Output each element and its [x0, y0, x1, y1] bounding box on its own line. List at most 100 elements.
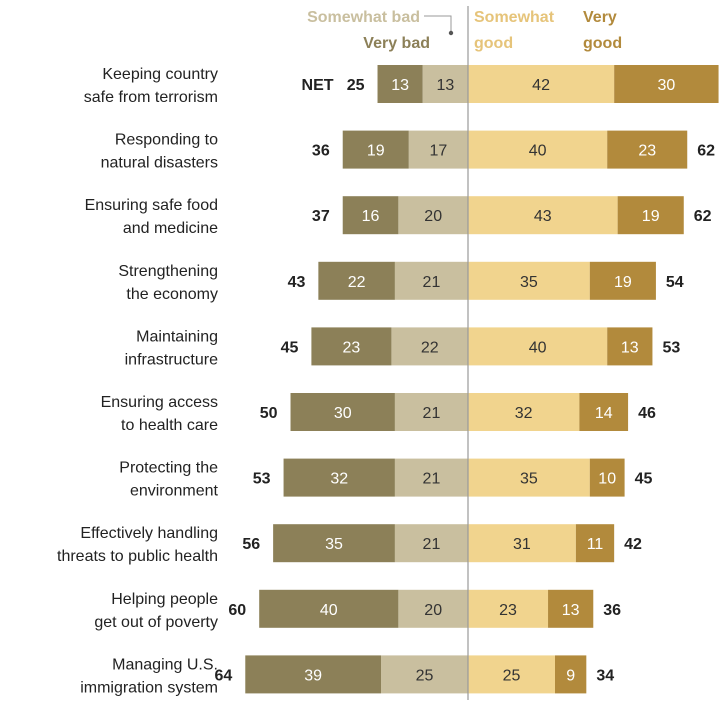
legend-very-good-line2: good [583, 35, 622, 52]
value-somewhat-good: 31 [513, 536, 531, 553]
chart-row: Responding to natural disasters 19 17 40 23 36… [101, 130, 715, 172]
category-label: safe from terrorism [84, 89, 218, 106]
bar-somewhat-bad [398, 589, 468, 628]
net-bad-value: 53 [253, 471, 271, 488]
bar-somewhat-bad [394, 458, 468, 497]
value-very-bad: 35 [325, 536, 343, 553]
value-somewhat-bad: 25 [416, 667, 434, 684]
bar-somewhat-good [468, 196, 618, 235]
net-good-value: 54 [666, 274, 684, 291]
bar-very-bad [283, 458, 395, 497]
bar-somewhat-good [468, 261, 590, 300]
net-bad-value: 37 [312, 208, 330, 225]
legend-somewhat-bad: Somewhat bad [307, 9, 420, 26]
category-label: threats to public health [57, 548, 218, 565]
category-label: infrastructure [125, 351, 218, 368]
bar-very-good [614, 65, 719, 103]
bar-very-good [617, 196, 684, 235]
net-good-value: 36 [603, 602, 621, 619]
category-label: to health care [121, 417, 218, 434]
value-somewhat-good: 23 [499, 602, 517, 619]
value-somewhat-good: 43 [534, 208, 552, 225]
bar-somewhat-good [468, 65, 615, 103]
chart-row: Strengthening the economy 22 21 35 19 43 54 [118, 261, 684, 303]
category-label: Helping people [111, 591, 218, 608]
legend: Somewhat bad Very bad Somewhat good Very… [307, 9, 622, 52]
category-label: the economy [126, 286, 218, 303]
value-very-good: 19 [642, 208, 660, 225]
chart-row: Protecting the environment 32 21 35 10 53 45 [119, 458, 653, 500]
bar-very-bad [342, 130, 409, 169]
value-somewhat-bad: 20 [424, 208, 442, 225]
net-bad-value: 25 [347, 77, 365, 94]
bar-very-bad [311, 327, 392, 366]
value-very-good: 14 [595, 405, 613, 422]
bar-very-good [575, 524, 615, 563]
value-somewhat-good: 40 [529, 339, 547, 356]
bar-very-good [589, 261, 656, 300]
bar-somewhat-good [468, 589, 549, 628]
bar-very-good [589, 458, 625, 497]
legend-somewhat-good-line2: good [474, 35, 513, 52]
bar-very-good [548, 589, 594, 628]
value-somewhat-good: 35 [520, 274, 538, 291]
value-somewhat-bad: 21 [423, 536, 441, 553]
value-very-bad: 40 [320, 602, 338, 619]
value-somewhat-bad: 22 [421, 339, 439, 356]
legend-very-good-line1: Very [583, 9, 617, 26]
category-label: Protecting the [119, 460, 218, 477]
value-very-bad: 16 [362, 208, 380, 225]
net-label-left: NET [302, 77, 334, 94]
legend-leader-line [424, 15, 452, 32]
value-somewhat-bad: 13 [436, 77, 454, 94]
net-good-value: 46 [638, 405, 656, 422]
chart-row: Maintaining infrastructure 23 22 40 13 45 53 [125, 327, 680, 368]
bar-very-bad [318, 261, 395, 300]
net-good-value: 45 [635, 471, 653, 488]
bar-very-bad [342, 196, 399, 235]
value-somewhat-bad: 17 [430, 143, 448, 160]
value-very-bad: 32 [330, 471, 348, 488]
value-somewhat-bad: 21 [423, 274, 441, 291]
value-somewhat-good: 42 [532, 77, 550, 94]
net-good-value: 34 [596, 667, 614, 684]
bar-somewhat-bad [394, 393, 468, 431]
bar-somewhat-good [468, 393, 580, 431]
category-label: immigration system [80, 679, 218, 696]
net-good-value: 53 [662, 339, 680, 356]
value-very-bad: 13 [391, 77, 409, 94]
category-label: Responding to [115, 132, 218, 149]
bar-somewhat-good [468, 130, 608, 169]
bar-somewhat-bad [394, 524, 468, 563]
value-very-good: 10 [598, 471, 616, 488]
bar-very-bad [259, 589, 399, 628]
net-good-value: 62 [694, 208, 712, 225]
bar-very-good [607, 130, 688, 169]
bar-very-good [555, 655, 587, 694]
net-bad-value: 36 [312, 143, 330, 160]
category-label: Effectively handling [80, 525, 218, 542]
net-bad-value: 64 [214, 667, 232, 684]
net-bad-value: 56 [242, 536, 260, 553]
bar-somewhat-good [468, 327, 608, 366]
bar-somewhat-bad [394, 261, 468, 300]
value-somewhat-bad: 20 [424, 602, 442, 619]
category-label: and medicine [123, 220, 218, 237]
value-very-good: 23 [638, 143, 656, 160]
category-label: Maintaining [136, 328, 218, 345]
bar-somewhat-good [468, 458, 590, 497]
bar-very-good [579, 393, 629, 431]
category-label: Ensuring access [101, 394, 218, 411]
value-very-bad: 23 [343, 339, 361, 356]
category-label: Managing U.S. [112, 656, 218, 673]
value-very-good: 9 [566, 667, 575, 684]
value-somewhat-good: 25 [503, 667, 521, 684]
bar-somewhat-bad [422, 65, 468, 103]
chart-row: Ensuring safe food and medicine 16 20 43 19 37… [85, 196, 712, 237]
chart-row: Keeping country safe from terrorism 13 13 42… [84, 65, 719, 106]
bar-somewhat-good [468, 524, 576, 563]
category-label: get out of poverty [94, 614, 218, 631]
value-very-bad: 22 [348, 274, 366, 291]
bar-very-bad [245, 655, 381, 694]
